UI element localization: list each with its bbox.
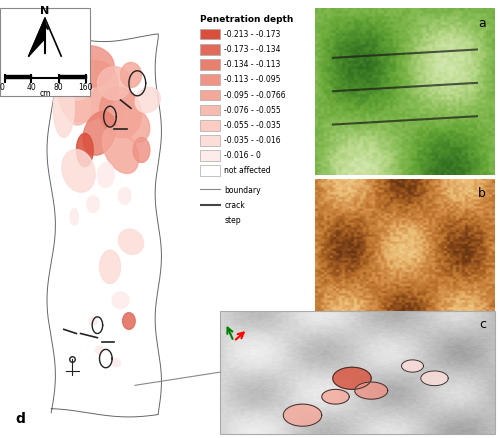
Polygon shape	[83, 112, 116, 156]
Text: -0.213 - -0.173: -0.213 - -0.173	[224, 30, 280, 39]
Text: -0.113 - -0.095: -0.113 - -0.095	[224, 75, 280, 84]
Bar	[200, 45, 220, 56]
Polygon shape	[100, 251, 120, 284]
Bar	[200, 30, 220, 40]
Polygon shape	[96, 346, 104, 354]
Polygon shape	[402, 360, 423, 372]
Polygon shape	[87, 197, 100, 213]
Polygon shape	[62, 150, 95, 193]
Polygon shape	[284, 404, 322, 426]
Text: Penetration depth: Penetration depth	[200, 15, 294, 24]
Polygon shape	[118, 188, 131, 205]
Bar	[200, 120, 220, 131]
Text: boundary: boundary	[224, 185, 261, 194]
Polygon shape	[89, 317, 98, 325]
Text: c: c	[480, 317, 487, 330]
Text: -0.055 - -0.035: -0.055 - -0.035	[224, 120, 281, 130]
Polygon shape	[122, 313, 135, 329]
Bar	[200, 151, 220, 162]
Polygon shape	[4, 75, 32, 79]
Bar	[200, 106, 220, 116]
Polygon shape	[29, 19, 45, 57]
Polygon shape	[58, 75, 86, 79]
Text: d: d	[16, 411, 26, 425]
Text: cm: cm	[39, 88, 51, 98]
Polygon shape	[70, 209, 78, 226]
FancyBboxPatch shape	[0, 9, 90, 96]
Text: -0.035 - -0.016: -0.035 - -0.016	[224, 136, 281, 145]
Polygon shape	[54, 80, 74, 138]
Text: 40: 40	[26, 82, 36, 92]
Polygon shape	[322, 389, 349, 404]
Text: step: step	[224, 215, 241, 225]
Text: crack: crack	[224, 201, 245, 209]
Polygon shape	[355, 382, 388, 399]
Text: b: b	[478, 187, 486, 200]
Text: not affected: not affected	[224, 166, 271, 175]
Text: 80: 80	[54, 82, 64, 92]
Text: -0.016 - 0: -0.016 - 0	[224, 151, 261, 160]
Polygon shape	[333, 367, 371, 389]
Polygon shape	[100, 88, 141, 138]
Polygon shape	[47, 35, 162, 417]
Polygon shape	[60, 62, 118, 123]
Polygon shape	[98, 67, 131, 101]
Text: -0.173 - -0.134: -0.173 - -0.134	[224, 45, 280, 54]
Bar	[200, 90, 220, 101]
Polygon shape	[421, 371, 448, 386]
Polygon shape	[135, 88, 160, 113]
Text: -0.095 - -0.0766: -0.095 - -0.0766	[224, 90, 286, 99]
Bar	[200, 166, 220, 177]
Text: 0: 0	[0, 82, 4, 92]
Polygon shape	[112, 359, 120, 367]
Polygon shape	[54, 51, 95, 101]
Polygon shape	[120, 64, 142, 88]
Text: a: a	[478, 17, 486, 30]
Text: -0.076 - -0.055: -0.076 - -0.055	[224, 106, 281, 114]
Bar	[200, 60, 220, 71]
Bar	[200, 75, 220, 86]
Polygon shape	[102, 127, 139, 174]
Polygon shape	[58, 75, 78, 110]
Polygon shape	[118, 230, 144, 255]
Bar	[200, 136, 220, 146]
Text: -0.134 - -0.113: -0.134 - -0.113	[224, 60, 280, 69]
Polygon shape	[133, 138, 150, 163]
Polygon shape	[66, 92, 91, 126]
Polygon shape	[76, 134, 93, 167]
Polygon shape	[64, 47, 114, 88]
Polygon shape	[120, 109, 150, 143]
Text: 160: 160	[78, 82, 93, 92]
Polygon shape	[98, 163, 114, 188]
Text: N: N	[40, 6, 50, 16]
Polygon shape	[112, 292, 129, 309]
